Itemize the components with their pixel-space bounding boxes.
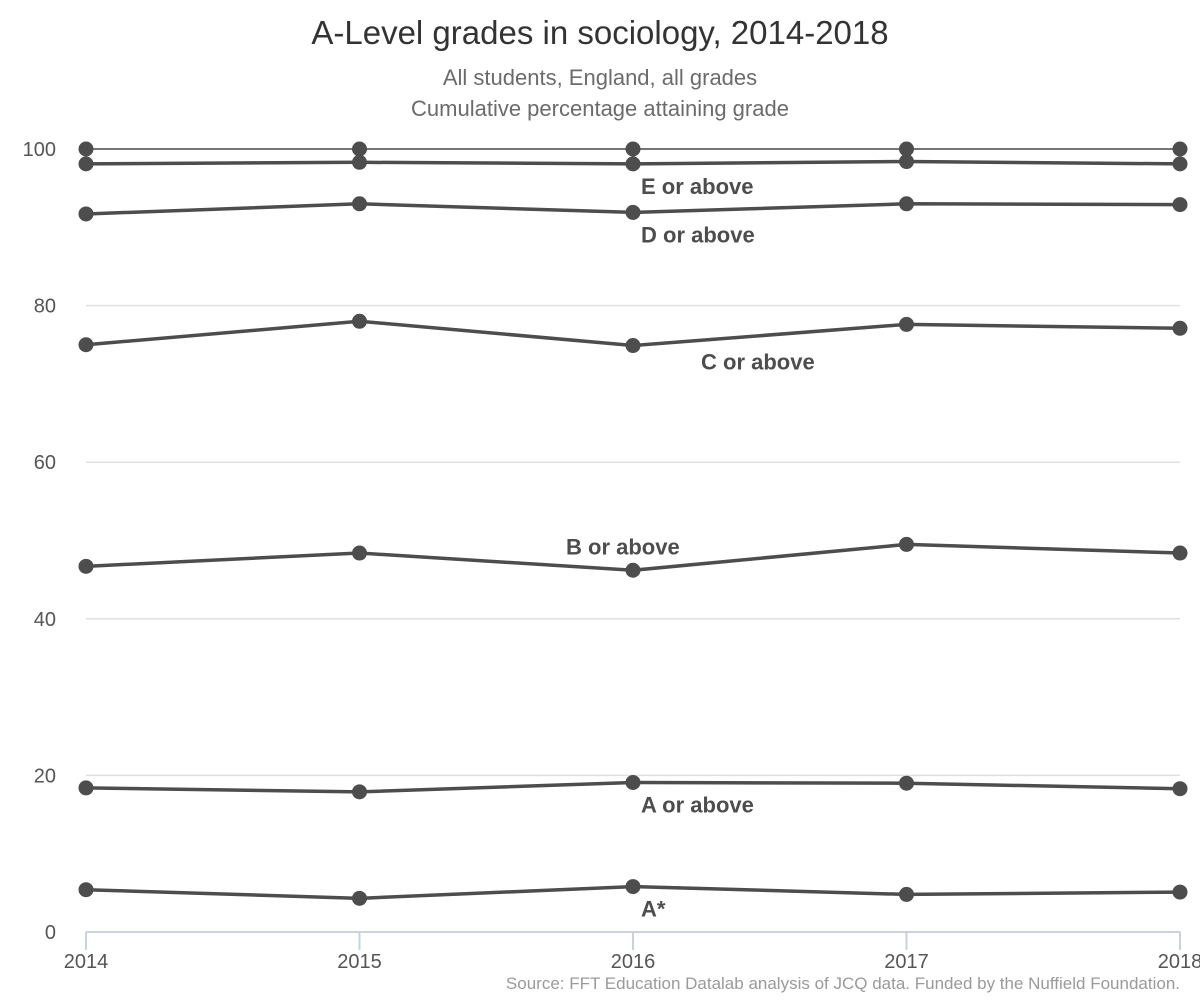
series-label: E or above bbox=[641, 174, 753, 199]
y-tick-label: 60 bbox=[34, 452, 56, 474]
data-point bbox=[625, 562, 641, 578]
data-point bbox=[78, 558, 94, 574]
x-tick-label: 2017 bbox=[884, 951, 929, 973]
data-point bbox=[625, 338, 641, 354]
data-point bbox=[1172, 156, 1188, 172]
chart-subtitle-line-2: Cumulative percentage attaining grade bbox=[411, 96, 789, 121]
data-point bbox=[899, 775, 914, 791]
data-point bbox=[899, 536, 914, 552]
data-point bbox=[352, 313, 367, 329]
x-tick-label: 2016 bbox=[611, 951, 656, 973]
data-point bbox=[352, 154, 367, 170]
x-tick-label: 2015 bbox=[337, 951, 382, 973]
series-label: C or above bbox=[701, 350, 815, 375]
data-point bbox=[1172, 141, 1188, 157]
data-point bbox=[352, 890, 367, 906]
series-label: D or above bbox=[641, 222, 755, 247]
data-point bbox=[78, 206, 94, 222]
data-point bbox=[78, 141, 94, 157]
data-point bbox=[625, 204, 641, 220]
y-tick-label: 100 bbox=[23, 139, 56, 161]
data-point bbox=[899, 196, 914, 212]
data-point bbox=[899, 886, 914, 902]
data-point bbox=[899, 154, 914, 170]
data-point bbox=[899, 141, 914, 157]
data-point bbox=[352, 141, 367, 157]
data-point bbox=[352, 784, 367, 800]
data-point bbox=[625, 141, 641, 157]
data-point bbox=[1172, 197, 1188, 213]
data-point bbox=[1172, 884, 1188, 900]
series-label: A or above bbox=[641, 792, 754, 817]
data-point bbox=[78, 156, 94, 172]
data-point bbox=[352, 545, 367, 561]
source-note: Source: FFT Education Datalab analysis o… bbox=[505, 974, 1180, 993]
x-tick-label: 2018 bbox=[1158, 951, 1200, 973]
data-point bbox=[1172, 320, 1188, 336]
chart-title: A-Level grades in sociology, 2014-2018 bbox=[311, 14, 889, 51]
data-point bbox=[1172, 545, 1188, 561]
y-tick-label: 20 bbox=[34, 765, 56, 787]
data-point bbox=[899, 316, 914, 332]
chart-subtitle-line-1: All students, England, all grades bbox=[442, 65, 758, 90]
data-point bbox=[625, 879, 641, 895]
y-tick-label: 0 bbox=[45, 922, 56, 944]
data-point bbox=[78, 780, 94, 796]
data-point bbox=[625, 156, 641, 172]
data-point bbox=[625, 774, 641, 790]
y-tick-label: 40 bbox=[34, 609, 56, 631]
x-tick-label: 2014 bbox=[64, 951, 109, 973]
data-point bbox=[352, 196, 367, 212]
y-tick-label: 80 bbox=[34, 296, 56, 318]
data-point bbox=[78, 337, 94, 353]
series-label: B or above bbox=[566, 534, 680, 559]
series-label: A* bbox=[641, 897, 666, 922]
data-point bbox=[1172, 781, 1188, 797]
data-point bbox=[78, 882, 94, 898]
